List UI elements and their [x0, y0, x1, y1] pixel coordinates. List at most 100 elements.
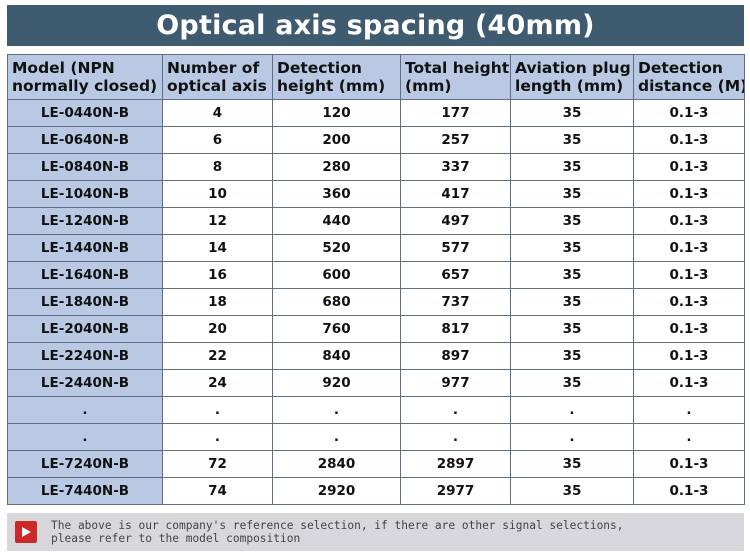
- table-row: LE-1840N-B 18 680 737 35 0.1-3: [7, 288, 745, 316]
- header-optical-axis-count: Number of optical axis: [162, 54, 273, 100]
- cell-total-height: .: [400, 423, 511, 451]
- cell-optical-axis-count: .: [162, 423, 273, 451]
- cell-detection-distance: 0.1-3: [633, 315, 745, 343]
- header-total-height: Total height (mm): [400, 54, 511, 100]
- cell-detection-height: 2920: [272, 477, 401, 505]
- cell-detection-height: 600: [272, 261, 401, 289]
- cell-optical-axis-count: 10: [162, 180, 273, 208]
- table-row: LE-0840N-B 8 280 337 35 0.1-3: [7, 153, 745, 181]
- cell-optical-axis-count: 6: [162, 126, 273, 154]
- cell-aviation-plug-length: 35: [510, 234, 634, 262]
- cell-detection-distance: 0.1-3: [633, 342, 745, 370]
- cell-optical-axis-count: 18: [162, 288, 273, 316]
- cell-total-height: 2897: [400, 450, 511, 478]
- table-header-row: Model (NPN normally closed) Number of op…: [7, 54, 745, 100]
- cell-detection-height: .: [272, 423, 401, 451]
- cell-detection-distance: 0.1-3: [633, 288, 745, 316]
- header-aviation-plug-length: Aviation plug length (mm): [510, 54, 634, 100]
- cell-optical-axis-count: 72: [162, 450, 273, 478]
- cell-detection-height: 2840: [272, 450, 401, 478]
- cell-detection-distance: 0.1-3: [633, 477, 745, 505]
- cell-model: LE-1640N-B: [7, 261, 163, 289]
- cell-total-height: 657: [400, 261, 511, 289]
- cell-detection-height: 120: [272, 99, 401, 127]
- cell-model: LE-7240N-B: [7, 450, 163, 478]
- cell-total-height: 897: [400, 342, 511, 370]
- cell-total-height: 177: [400, 99, 511, 127]
- table-body: LE-0440N-B 4 120 177 35 0.1-3 LE-0640N-B 6 200 25…: [7, 99, 745, 505]
- cell-aviation-plug-length: 35: [510, 477, 634, 505]
- cell-detection-distance: 0.1-3: [633, 369, 745, 397]
- header-detection-height: Detection height (mm): [272, 54, 401, 100]
- cell-model: LE-2440N-B: [7, 369, 163, 397]
- play-icon: [15, 521, 37, 543]
- cell-aviation-plug-length: 35: [510, 99, 634, 127]
- cell-detection-height: 280: [272, 153, 401, 181]
- cell-total-height: 417: [400, 180, 511, 208]
- cell-detection-distance: 0.1-3: [633, 126, 745, 154]
- cell-total-height: 817: [400, 315, 511, 343]
- cell-aviation-plug-length: 35: [510, 153, 634, 181]
- cell-optical-axis-count: 14: [162, 234, 273, 262]
- table-row: LE-7440N-B 74 2920 2977 35 0.1-3: [7, 477, 745, 505]
- cell-optical-axis-count: 74: [162, 477, 273, 505]
- cell-optical-axis-count: .: [162, 396, 273, 424]
- cell-model: LE-2040N-B: [7, 315, 163, 343]
- cell-detection-height: 760: [272, 315, 401, 343]
- cell-detection-distance: 0.1-3: [633, 207, 745, 235]
- cell-detection-height: 200: [272, 126, 401, 154]
- cell-detection-height: .: [272, 396, 401, 424]
- cell-optical-axis-count: 4: [162, 99, 273, 127]
- cell-model: LE-1240N-B: [7, 207, 163, 235]
- cell-total-height: .: [400, 396, 511, 424]
- cell-aviation-plug-length: 35: [510, 450, 634, 478]
- cell-model: .: [7, 423, 163, 451]
- cell-detection-distance: 0.1-3: [633, 234, 745, 262]
- cell-aviation-plug-length: 35: [510, 315, 634, 343]
- cell-detection-distance: .: [633, 396, 745, 424]
- cell-detection-height: 360: [272, 180, 401, 208]
- cell-detection-distance: 0.1-3: [633, 153, 745, 181]
- cell-model: LE-0840N-B: [7, 153, 163, 181]
- cell-model: LE-1040N-B: [7, 180, 163, 208]
- cell-model: LE-0440N-B: [7, 99, 163, 127]
- cell-detection-height: 840: [272, 342, 401, 370]
- cell-model: .: [7, 396, 163, 424]
- table-row: LE-2440N-B 24 920 977 35 0.1-3: [7, 369, 745, 397]
- cell-optical-axis-count: 20: [162, 315, 273, 343]
- cell-aviation-plug-length: .: [510, 396, 634, 424]
- cell-total-height: 497: [400, 207, 511, 235]
- cell-total-height: 977: [400, 369, 511, 397]
- cell-detection-distance: 0.1-3: [633, 180, 745, 208]
- cell-optical-axis-count: 8: [162, 153, 273, 181]
- page-title: Optical axis spacing (40mm): [7, 5, 744, 46]
- cell-model: LE-1840N-B: [7, 288, 163, 316]
- cell-aviation-plug-length: 35: [510, 261, 634, 289]
- cell-detection-height: 920: [272, 369, 401, 397]
- cell-total-height: 2977: [400, 477, 511, 505]
- table-row: LE-1440N-B 14 520 577 35 0.1-3: [7, 234, 745, 262]
- cell-optical-axis-count: 16: [162, 261, 273, 289]
- cell-model: LE-7440N-B: [7, 477, 163, 505]
- table-row: LE-1040N-B 10 360 417 35 0.1-3: [7, 180, 745, 208]
- cell-aviation-plug-length: 35: [510, 369, 634, 397]
- cell-detection-distance: .: [633, 423, 745, 451]
- cell-model: LE-1440N-B: [7, 234, 163, 262]
- table-row: LE-7240N-B 72 2840 2897 35 0.1-3: [7, 450, 745, 478]
- cell-detection-height: 680: [272, 288, 401, 316]
- cell-detection-height: 520: [272, 234, 401, 262]
- cell-detection-distance: 0.1-3: [633, 99, 745, 127]
- table-row: LE-2040N-B 20 760 817 35 0.1-3: [7, 315, 745, 343]
- table-row: ......: [7, 423, 745, 451]
- cell-total-height: 577: [400, 234, 511, 262]
- footer-note-line: The above is our company's reference sel…: [51, 519, 624, 532]
- cell-aviation-plug-length: .: [510, 423, 634, 451]
- cell-model: LE-0640N-B: [7, 126, 163, 154]
- cell-optical-axis-count: 24: [162, 369, 273, 397]
- cell-aviation-plug-length: 35: [510, 207, 634, 235]
- cell-aviation-plug-length: 35: [510, 126, 634, 154]
- cell-detection-height: 440: [272, 207, 401, 235]
- cell-total-height: 337: [400, 153, 511, 181]
- cell-model: LE-2240N-B: [7, 342, 163, 370]
- footer-note: The above is our company's reference sel…: [51, 519, 624, 545]
